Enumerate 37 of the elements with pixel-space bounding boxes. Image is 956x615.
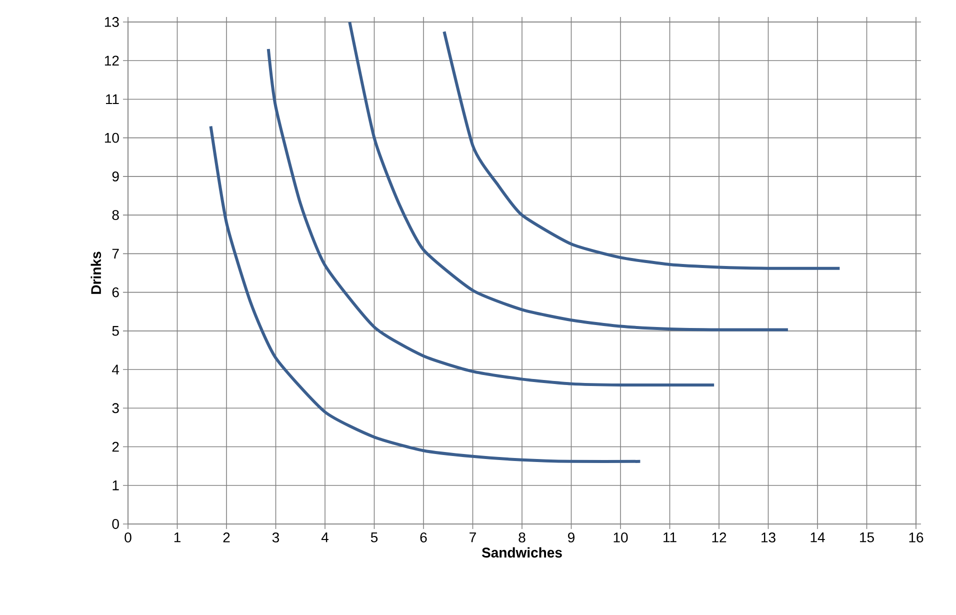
x-tick-label: 7 <box>470 532 476 542</box>
y-axis-title: Drinks <box>90 252 102 294</box>
x-axis-title: Sandwiches <box>482 547 562 558</box>
y-tick-label: 1 <box>112 480 119 490</box>
x-tick-label: 13 <box>762 532 776 542</box>
x-tick-label: 4 <box>321 532 328 542</box>
x-tick-label: 11 <box>664 532 676 542</box>
y-tick-label: 10 <box>104 132 119 143</box>
y-tick-label: 0 <box>112 519 119 529</box>
line-series <box>209 124 642 463</box>
x-tick-label: 16 <box>909 532 924 542</box>
x-tick-label: 1 <box>174 532 180 542</box>
x-tick-label: 10 <box>614 532 628 542</box>
y-tick-label: 8 <box>112 210 119 220</box>
x-tick-label: 2 <box>223 532 230 542</box>
y-tick-label: 12 <box>104 56 119 66</box>
y-tick-label: 6 <box>112 287 119 298</box>
x-tick-label: 8 <box>518 532 526 542</box>
line-series <box>348 20 790 332</box>
x-tick-label: 5 <box>370 532 378 542</box>
line-series <box>442 30 842 270</box>
line-series <box>266 48 716 387</box>
x-tick-label: 3 <box>272 532 280 542</box>
y-tick-label: 13 <box>104 17 119 27</box>
y-tick-label: 11 <box>106 94 119 104</box>
y-tick-label: 3 <box>112 403 119 414</box>
x-tick-label: 15 <box>860 532 874 542</box>
x-tick-label: 0 <box>124 532 132 542</box>
y-tick-label: 7 <box>112 248 119 258</box>
y-tick-label: 2 <box>112 442 119 452</box>
x-tick-label: 9 <box>568 532 574 542</box>
x-tick-label: 12 <box>712 532 726 542</box>
x-tick-label: 14 <box>810 532 825 542</box>
y-tick-label: 9 <box>112 171 119 182</box>
x-tick-label: 6 <box>420 532 427 542</box>
y-tick-label: 5 <box>112 326 119 336</box>
y-tick-label: 4 <box>112 364 120 374</box>
